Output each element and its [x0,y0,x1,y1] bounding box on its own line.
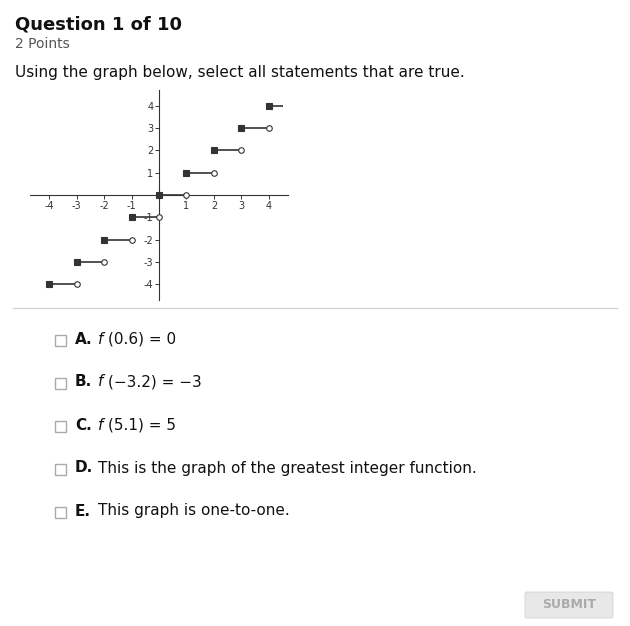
Text: (0.6) = 0: (0.6) = 0 [108,332,176,347]
Text: This graph is one-to-one.: This graph is one-to-one. [98,503,290,518]
Text: Using the graph below, select all statements that are true.: Using the graph below, select all statem… [15,65,465,80]
Text: 2 Points: 2 Points [15,37,70,51]
Text: f: f [98,374,103,389]
Text: A.: A. [75,332,93,347]
Text: (5.1) = 5: (5.1) = 5 [108,418,176,433]
Bar [55,421,66,431]
Text: This is the graph of the greatest integer function.: This is the graph of the greatest intege… [98,461,477,476]
Text: E.: E. [75,503,91,518]
Text: D.: D. [75,461,93,476]
Text: SUBMIT: SUBMIT [542,598,596,612]
Bar [55,463,66,475]
Text: f: f [98,332,103,347]
FancyBboxPatch shape [525,592,613,618]
Text: (−3.2) = −3: (−3.2) = −3 [108,374,202,389]
Text: B.: B. [75,374,92,389]
Text: Question 1 of 10: Question 1 of 10 [15,15,182,33]
Bar [55,334,66,346]
Bar [55,506,66,518]
Text: f: f [98,418,103,433]
Text: C.: C. [75,418,92,433]
Bar [55,377,66,389]
